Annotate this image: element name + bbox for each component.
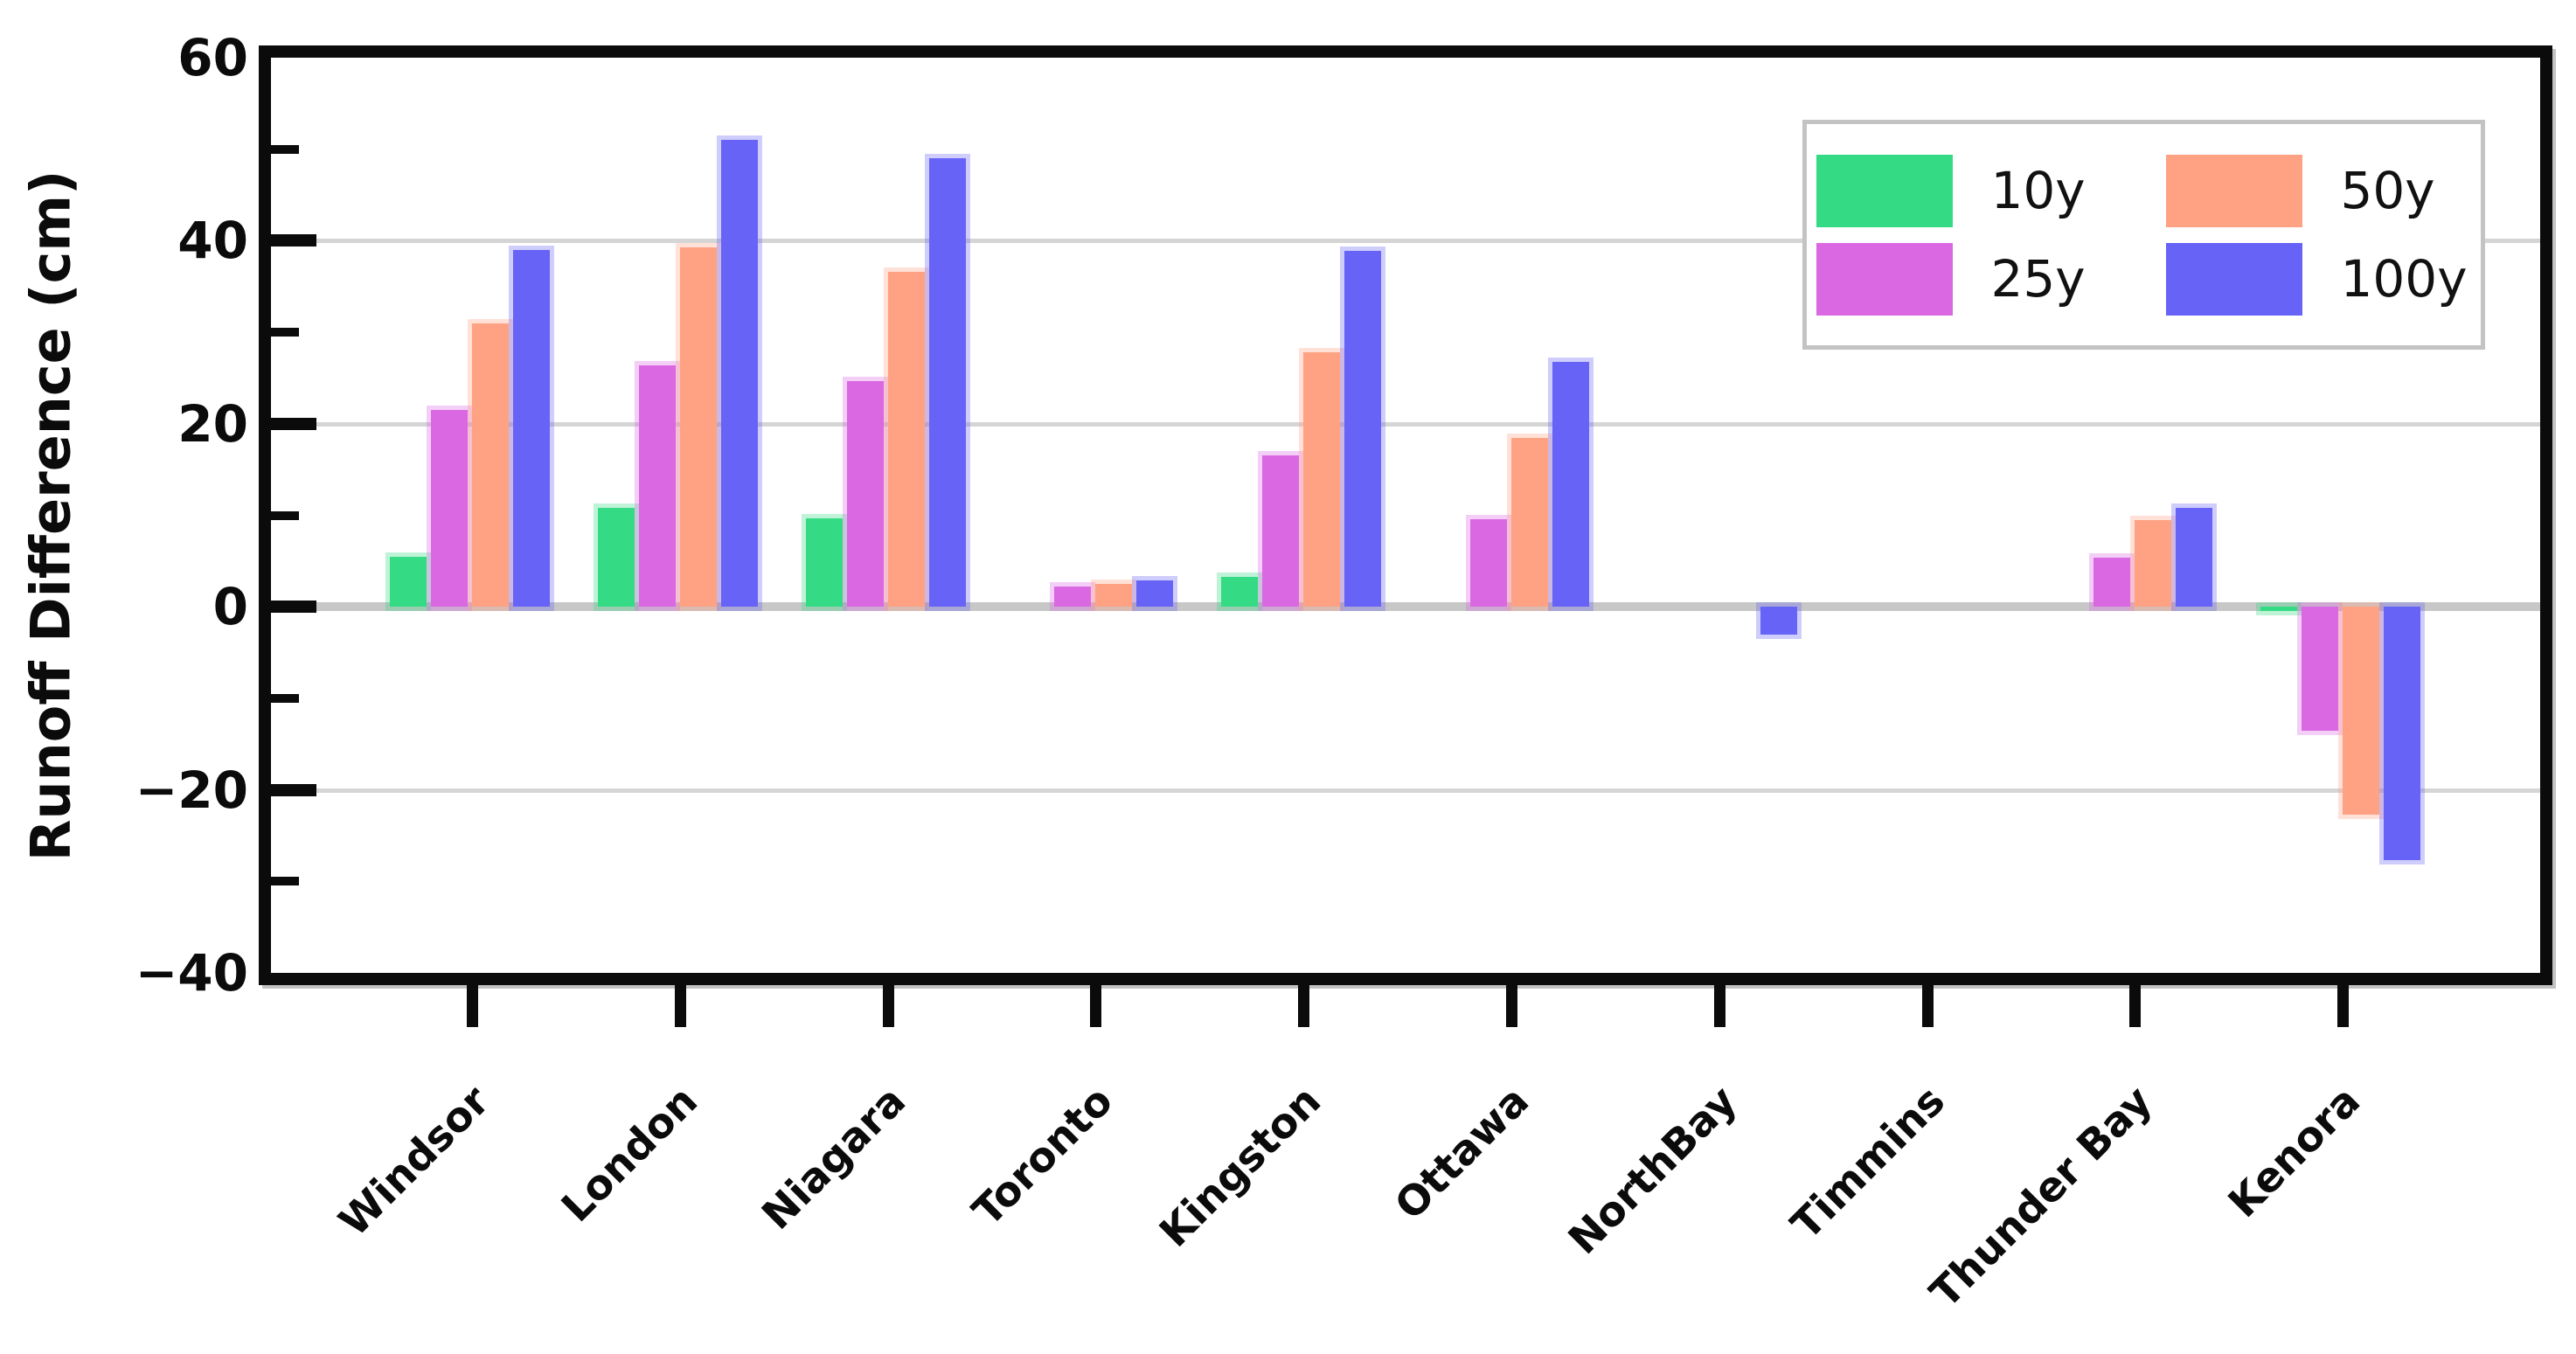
bar-toronto-25y: [1050, 582, 1096, 612]
x-axis-label: Thunder Bay: [1921, 1077, 2163, 1318]
y-tick-label: −20: [135, 760, 248, 820]
x-tick: [882, 985, 894, 1027]
grid-line: [271, 788, 2540, 793]
legend-swatch: [2165, 154, 2302, 227]
bar-toronto-50y: [1091, 579, 1137, 612]
grid-line: [271, 239, 2540, 244]
legend-item: 25y: [1816, 242, 2122, 316]
y-tick-label: −40: [135, 943, 248, 1003]
bar-ottawa-25y: [1466, 514, 1511, 612]
x-axis-label: Niagara: [752, 1077, 915, 1239]
y-tick-label: 60: [177, 28, 248, 87]
bar-london-10y: [593, 503, 639, 612]
y-minor-tick: [271, 877, 299, 886]
x-axis-label: London: [552, 1077, 707, 1232]
x-tick: [1713, 985, 1725, 1027]
bar-ottawa-100y: [1548, 357, 1594, 612]
x-axis-label: Toronto: [963, 1077, 1123, 1236]
x-axis-label: Windsor: [330, 1077, 499, 1246]
x-tick: [1506, 985, 1517, 1027]
bar-kingston-50y: [1299, 348, 1345, 612]
y-minor-tick: [271, 510, 299, 520]
x-tick: [674, 985, 686, 1027]
bar-kenora-100y: [2379, 602, 2426, 865]
legend-label: 25y: [1990, 249, 2086, 309]
x-tick: [1298, 985, 1310, 1027]
bar-niagara-100y: [924, 154, 970, 612]
x-tick: [467, 985, 478, 1027]
y-axis-title: Runoff Difference (cm): [18, 170, 83, 862]
bar-kingston-25y: [1258, 451, 1304, 612]
bar-kenora-10y: [2256, 601, 2302, 616]
y-major-tick: [271, 417, 316, 430]
x-tick: [1090, 985, 1102, 1027]
bar-windsor-25y: [427, 406, 472, 612]
bar-toronto-100y: [1132, 575, 1178, 612]
bar-niagara-50y: [883, 267, 929, 612]
legend-label: 100y: [2340, 249, 2468, 309]
y-minor-tick: [271, 328, 299, 337]
x-axis-label: Kingston: [1150, 1077, 1331, 1257]
bar-northbay-100y: [1755, 602, 1802, 639]
y-tick-label: 20: [177, 393, 248, 454]
x-tick: [2337, 985, 2350, 1027]
legend-label: 50y: [2340, 161, 2435, 220]
bar-london-25y: [634, 360, 680, 612]
plot-area: [271, 58, 2540, 973]
y-tick-label: 0: [212, 577, 248, 637]
y-minor-tick: [271, 693, 299, 703]
plot-frame: [259, 45, 2552, 985]
bar-niagara-10y: [801, 513, 847, 612]
x-axis-label: NorthBay: [1559, 1077, 1746, 1264]
legend-label: 10y: [1990, 161, 2086, 220]
bar-london-100y: [716, 135, 762, 612]
x-axis-label: Kenora: [2219, 1077, 2371, 1227]
bar-thunder-bay-100y: [2171, 503, 2218, 612]
bar-niagara-25y: [842, 376, 888, 612]
x-tick: [2129, 985, 2142, 1027]
bar-thunder-bay-25y: [2089, 552, 2135, 612]
bar-kenora-50y: [2338, 602, 2385, 819]
legend-item: 10y: [1816, 154, 2122, 227]
y-major-tick: [271, 234, 316, 247]
legend-swatch: [1816, 154, 1953, 227]
bar-kenora-25y: [2297, 602, 2343, 735]
y-major-tick: [271, 783, 316, 796]
y-minor-tick: [271, 144, 299, 154]
bar-windsor-100y: [509, 245, 554, 612]
bar-ottawa-50y: [1507, 433, 1552, 612]
bar-london-50y: [675, 242, 721, 612]
x-axis-label: Timmins: [1781, 1077, 1955, 1250]
legend-swatch: [1816, 242, 1953, 316]
legend-item: 100y: [2165, 242, 2472, 316]
legend-item: 50y: [2165, 154, 2472, 227]
bar-windsor-10y: [385, 552, 431, 612]
legend: 10y 50y 25y 100y: [1802, 120, 2485, 350]
bar-windsor-50y: [468, 318, 513, 612]
y-major-tick: [271, 601, 316, 614]
grid-line: [271, 421, 2540, 427]
zero-grid-line: [271, 602, 2540, 612]
legend-swatch: [2165, 242, 2302, 316]
bar-kingston-100y: [1340, 246, 1386, 612]
bar-thunder-bay-50y: [2130, 515, 2177, 612]
y-tick-label: 40: [177, 211, 248, 271]
x-axis-label: Ottawa: [1385, 1077, 1538, 1230]
bar-kingston-10y: [1217, 572, 1263, 612]
x-tick: [1921, 985, 1934, 1027]
